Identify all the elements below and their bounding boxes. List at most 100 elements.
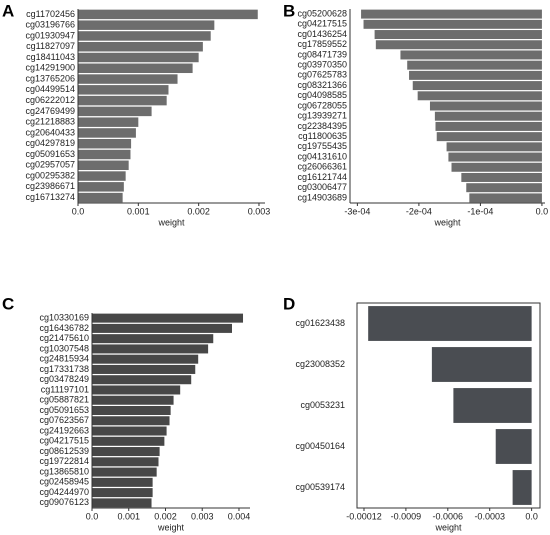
y-tick-label: cg11827097 — [26, 41, 75, 51]
bar — [435, 121, 542, 131]
bar — [78, 182, 124, 192]
y-tick-label: cg00539174 — [295, 482, 345, 492]
bar — [436, 132, 542, 142]
y-tick-label: cg24815934 — [39, 354, 89, 364]
y-tick-label: cg08471739 — [297, 49, 347, 59]
y-tick-label: cg13939271 — [297, 111, 347, 121]
bar — [451, 162, 542, 172]
x-axis-title: weight — [433, 217, 461, 227]
x-axis-title: weight — [157, 522, 185, 532]
bar — [469, 193, 542, 203]
bar — [92, 334, 214, 344]
bar — [78, 74, 178, 84]
bar — [78, 52, 199, 63]
bar — [407, 60, 542, 70]
y-tick-label: cg05091653 — [39, 405, 89, 415]
y-tick-label: cg19755435 — [297, 141, 347, 151]
y-tick-label: cg20640433 — [25, 127, 75, 137]
bar — [92, 467, 157, 477]
y-tick-label: cg01930947 — [25, 30, 75, 40]
bar — [78, 85, 169, 95]
x-tick-label: 0.002 — [154, 511, 177, 521]
y-tick-label: cg18411043 — [26, 52, 75, 62]
bar — [512, 470, 532, 505]
x-tick-label: -1e-04 — [467, 206, 493, 216]
x-tick-label: 0.004 — [228, 511, 251, 521]
bar — [92, 395, 174, 405]
y-tick-label: cg11197101 — [41, 384, 89, 394]
bar — [78, 128, 136, 138]
bar — [92, 364, 196, 374]
bar — [92, 385, 181, 395]
bar — [78, 149, 131, 160]
y-tick-label: cg23008352 — [295, 359, 345, 369]
bar — [78, 20, 215, 30]
bar — [78, 95, 167, 106]
y-tick-label: cg01623438 — [295, 318, 345, 328]
bar — [92, 375, 192, 385]
y-tick-label: cg07623567 — [39, 415, 89, 425]
bar — [92, 498, 152, 508]
bar — [431, 347, 532, 382]
bar — [461, 172, 542, 182]
bar — [409, 70, 542, 80]
y-tick-label: cg01436254 — [297, 29, 347, 39]
x-tick-label: -0.0006 — [433, 511, 464, 521]
y-tick-label: cg26066361 — [297, 162, 347, 172]
y-tick-label: cg0053231 — [300, 400, 345, 410]
bar — [429, 101, 542, 111]
y-tick-label: cg04244970 — [39, 487, 89, 497]
y-tick-label: cg02957057 — [25, 160, 75, 170]
bar — [92, 313, 244, 323]
bar — [78, 63, 193, 74]
bar — [78, 106, 152, 117]
bar — [78, 138, 132, 149]
x-tick-label: -0.0003 — [474, 511, 505, 521]
y-tick-label: cg08321366 — [297, 80, 347, 90]
y-tick-label: cg24192663 — [39, 425, 89, 435]
bar — [78, 171, 126, 181]
bar — [495, 429, 532, 464]
x-tick-label: 0.0 — [72, 206, 85, 216]
bar — [363, 19, 542, 29]
x-tick-label: -0.0009 — [391, 511, 422, 521]
y-tick-label: cg00450164 — [295, 441, 345, 451]
y-tick-label: cg11800635 — [298, 131, 347, 141]
bar — [92, 426, 167, 436]
x-tick-label: -3e-04 — [344, 206, 370, 216]
bar — [92, 447, 160, 457]
bar — [78, 41, 203, 52]
bar — [92, 436, 165, 446]
y-tick-label: cg17331738 — [39, 364, 89, 374]
y-tick-label: cg16436782 — [39, 323, 89, 333]
bar — [78, 192, 123, 203]
y-tick-label: cg05200628 — [297, 8, 347, 18]
y-tick-label: cg05091653 — [25, 149, 75, 159]
y-tick-label: cg21218883 — [25, 117, 75, 127]
y-tick-label: cg03196766 — [25, 20, 75, 30]
bar — [417, 91, 542, 101]
y-tick-label: cg10307548 — [39, 343, 89, 353]
y-tick-label: cg04131610 — [297, 151, 347, 161]
x-tick-label: 0.002 — [187, 206, 210, 216]
y-tick-label: cg02458945 — [39, 477, 89, 487]
bar — [361, 9, 542, 19]
bar — [78, 9, 258, 20]
y-tick-label: cg16121744 — [297, 172, 347, 182]
y-tick-label: cg13865810 — [39, 466, 89, 476]
bar — [92, 488, 153, 498]
bar — [368, 306, 532, 341]
plot-frame — [356, 302, 541, 509]
x-tick-label: -0.00012 — [346, 511, 382, 521]
x-tick-label: 0.003 — [248, 206, 271, 216]
y-tick-label: cg19722814 — [39, 456, 89, 466]
y-tick-label: cg13765206 — [25, 73, 75, 83]
bar — [374, 30, 542, 40]
panel-label: D — [283, 294, 295, 313]
y-tick-label: cg04297819 — [25, 138, 75, 148]
x-tick-label: 0.001 — [127, 206, 150, 216]
y-tick-label: cg05887821 — [39, 395, 89, 405]
x-tick-label: 0.001 — [117, 511, 140, 521]
panel-label: B — [283, 1, 295, 20]
